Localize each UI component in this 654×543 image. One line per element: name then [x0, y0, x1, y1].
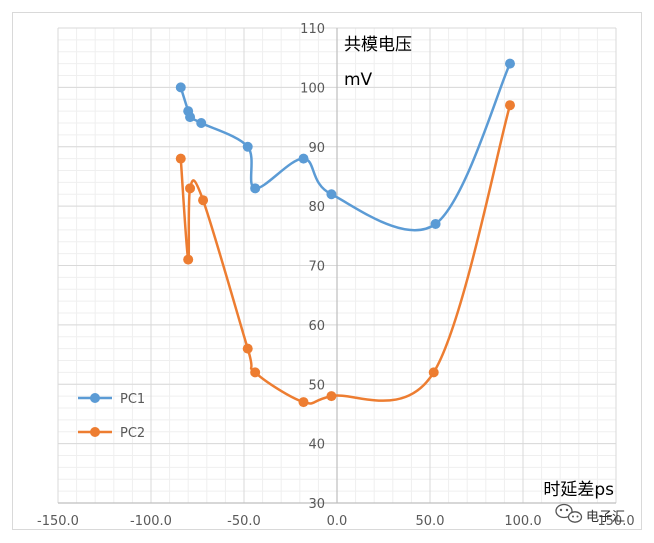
data-point-pc1	[242, 141, 253, 152]
data-point-pc1	[175, 82, 186, 93]
y-tick-label: 110	[300, 22, 325, 37]
data-point-pc2	[298, 397, 309, 408]
data-point-pc2	[242, 343, 253, 354]
x-tick-label: -150.0	[37, 514, 79, 529]
y-tick-label: 70	[308, 260, 325, 275]
data-point-pc1	[196, 118, 207, 128]
x-tick-label: -100.0	[130, 514, 172, 529]
y-tick-label: 60	[308, 319, 325, 334]
legend-marker-pc2	[90, 427, 100, 437]
legend-label-pc1: PC1	[120, 392, 145, 407]
watermark: 电子汇	[555, 503, 625, 525]
y-tick-label: 30	[308, 497, 325, 512]
x-tick-label: 0.0	[327, 514, 348, 529]
legend-label-pc2: PC2	[120, 426, 145, 441]
wechat-icon	[555, 503, 583, 523]
x-tick-label: 100.0	[504, 514, 541, 529]
x-tick-label: -50.0	[227, 514, 261, 529]
y-tick-label: 50	[308, 378, 325, 393]
watermark-text: 电子汇	[586, 510, 625, 525]
data-point-pc2	[175, 153, 186, 164]
y-tick-label: 90	[308, 141, 325, 156]
data-point-pc1	[250, 183, 261, 194]
data-point-pc1	[504, 58, 515, 69]
x-tick-label: 50.0	[416, 514, 445, 529]
x-axis-title: 时延差ps	[543, 480, 614, 500]
data-point-pc2	[326, 391, 337, 402]
x-tick-label: 150.0	[597, 514, 634, 529]
y-tick-label: 80	[308, 200, 325, 215]
y-axis-unit: mV	[344, 70, 373, 90]
data-point-pc1	[430, 218, 441, 229]
data-point-pc2	[185, 183, 196, 194]
legend: PC1 PC2	[78, 392, 145, 441]
y-tick-label: 40	[308, 438, 325, 453]
axes	[58, 28, 616, 504]
x-tick-labels: -150.0 -100.0 -50.0 0.0 50.0 100.0 150.0	[37, 514, 635, 529]
data-point-pc1	[185, 112, 196, 123]
legend-marker-pc1	[90, 393, 100, 403]
data-point-pc1	[326, 189, 337, 200]
y-tick-labels: 30 40 50 60 70 80 90 100 110	[300, 22, 325, 512]
data-point-pc2	[183, 254, 194, 265]
y-tick-label: 100	[300, 81, 325, 96]
data-point-pc2	[428, 367, 439, 378]
data-point-pc1	[298, 153, 309, 164]
series-points	[175, 58, 515, 408]
data-point-pc2	[198, 195, 209, 206]
chart-border	[12, 12, 642, 530]
y-axis-title: 共模电压	[344, 35, 412, 55]
data-point-pc2	[250, 367, 261, 378]
data-point-pc2	[504, 100, 515, 111]
